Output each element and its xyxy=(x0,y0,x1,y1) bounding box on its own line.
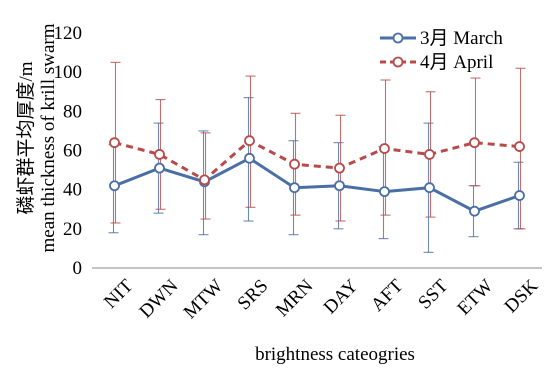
y-tick-label: 20 xyxy=(63,219,82,240)
y-tick-label: 40 xyxy=(63,180,82,201)
x-axis-label: brightness cateogries xyxy=(255,344,415,365)
data-point xyxy=(289,158,300,170)
x-tick-label: MRN xyxy=(272,275,318,321)
data-point xyxy=(154,162,165,174)
data-point xyxy=(244,152,255,164)
y-axis-label-english: mean thickness of krill swarm xyxy=(38,23,59,252)
x-tick-label: SRS xyxy=(234,276,273,315)
data-point xyxy=(379,186,390,198)
data-point xyxy=(469,205,480,217)
data-point xyxy=(514,190,525,201)
data-point xyxy=(379,143,390,154)
x-tick-label: AFT xyxy=(367,275,408,316)
x-tick-label: DSK xyxy=(501,275,543,317)
legend: 3月 March 4月 April xyxy=(380,28,503,73)
legend-marker-1 xyxy=(392,56,404,68)
data-point xyxy=(424,149,435,160)
y-tick-label: 80 xyxy=(63,101,82,122)
x-tick-label: NIT xyxy=(100,275,138,313)
data-point xyxy=(154,149,165,160)
series-line-0 xyxy=(113,156,520,213)
series-line-1 xyxy=(114,138,520,182)
x-tick-label: DWN xyxy=(135,275,182,322)
series-lines xyxy=(113,138,520,213)
data-point xyxy=(334,162,345,174)
y-axis-label-chinese: 磷虾群平均厚度/m xyxy=(15,61,37,214)
x-tick-label: ETW xyxy=(453,275,497,319)
x-tick-label: SST xyxy=(414,275,452,313)
data-point xyxy=(199,174,210,186)
series-markers xyxy=(109,135,525,217)
data-point xyxy=(469,137,480,149)
x-tick-label: MTW xyxy=(180,275,228,323)
y-tick-label: 0 xyxy=(73,258,83,279)
y-tick-label: 120 xyxy=(54,23,83,44)
data-point xyxy=(109,137,120,149)
legend-marker-0 xyxy=(392,32,404,44)
legend-label-1: 4月 April xyxy=(420,52,493,73)
y-tick-label: 100 xyxy=(54,62,83,83)
legend-label-0: 3月 March xyxy=(420,28,503,49)
data-point xyxy=(109,180,120,192)
data-point xyxy=(289,182,300,194)
error-bars xyxy=(108,61,526,253)
data-point xyxy=(334,180,345,192)
y-tick-label: 60 xyxy=(63,141,82,162)
data-point xyxy=(424,182,435,194)
data-point xyxy=(514,141,525,152)
data-point xyxy=(244,135,255,147)
x-tick-label: DAY xyxy=(320,275,363,318)
